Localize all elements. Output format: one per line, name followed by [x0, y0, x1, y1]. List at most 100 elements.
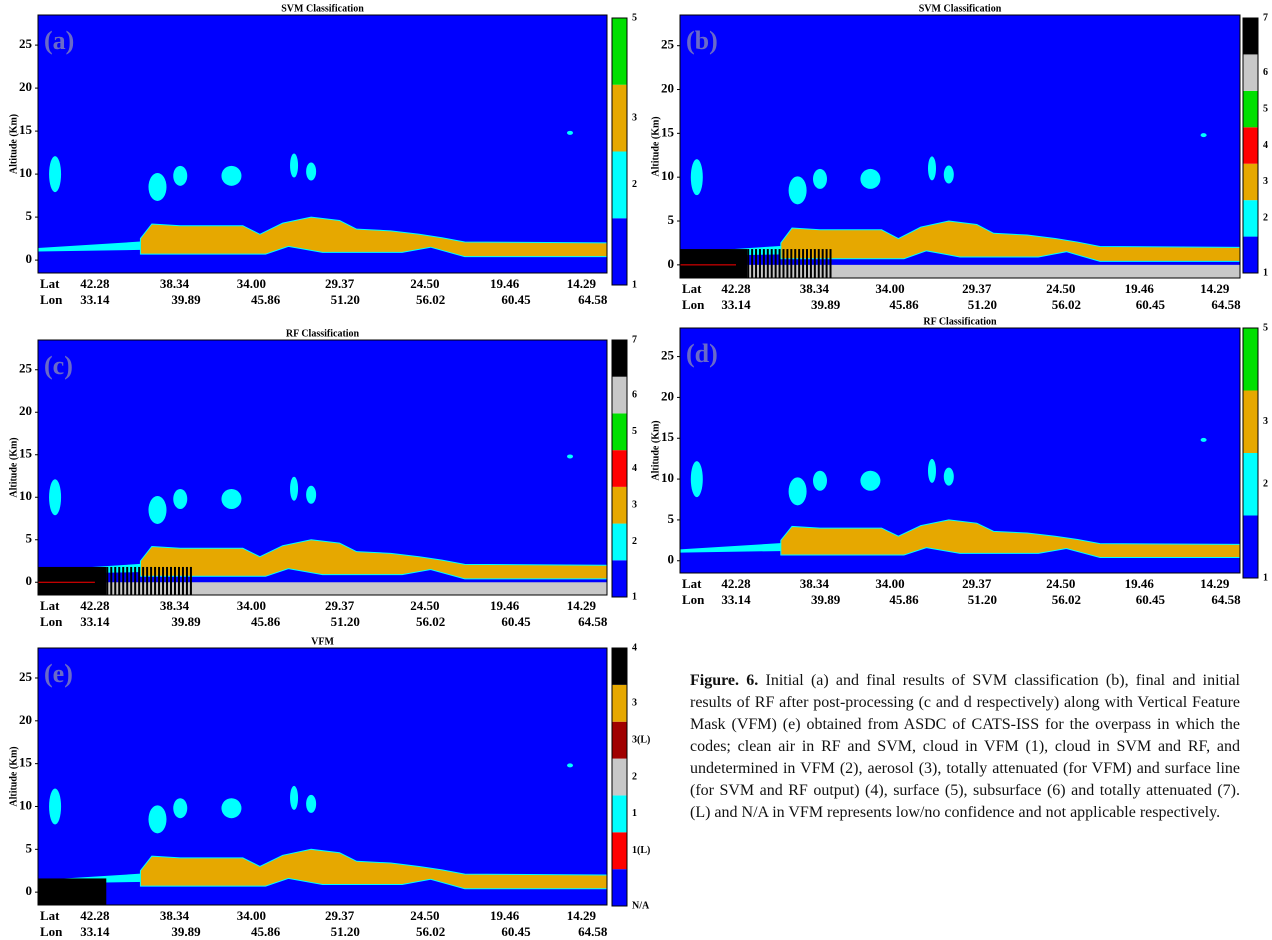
cloud: [306, 794, 317, 813]
colorbar-label: 3: [1263, 176, 1268, 187]
caption-text: Initial (a) and final results of SVM cla…: [690, 672, 1241, 821]
panel: RF Classification(d)Altitude (Km)0510152…: [650, 316, 1268, 607]
attenuated: [817, 249, 820, 278]
plot-frame: [37, 14, 608, 274]
lon-label: Lon: [40, 292, 63, 307]
colorbar-label: 5: [1263, 103, 1268, 114]
cloud: [306, 485, 317, 504]
lon-tick-label: 45.86: [251, 292, 281, 307]
cloud: [690, 159, 703, 196]
colorbar-label: 1: [1263, 267, 1268, 278]
lon-tick-label: 39.89: [811, 297, 841, 312]
lon-tick-label: 64.58: [1211, 297, 1241, 312]
caption-prefix: Figure. 6.: [690, 672, 759, 689]
colorbar-segment: [612, 869, 627, 906]
panel-label: (b): [686, 26, 718, 55]
colorbar-label: 5: [632, 426, 637, 437]
y-tick-label: 5: [26, 208, 33, 223]
lon-tick-label: 45.86: [889, 592, 919, 607]
lat-tick-label: 42.28: [721, 281, 751, 296]
cloud: [49, 479, 62, 516]
colorbar-label: 3(L): [632, 734, 650, 745]
attenuated: [762, 249, 765, 278]
lon-tick-label: 51.20: [331, 292, 360, 307]
attenuated: [786, 249, 789, 278]
lat-tick-label: 14.29: [567, 908, 597, 923]
cloud: [567, 130, 574, 135]
colorbar-segment: [612, 486, 627, 524]
colorbar-segment: [1243, 236, 1258, 273]
colorbar-label: N/A: [632, 900, 650, 911]
colorbar-label: 2: [632, 536, 637, 547]
lon-tick-label: 64.58: [1211, 592, 1241, 607]
caption: Figure. 6. Initial (a) and final results…: [690, 670, 1240, 824]
lon-tick-label: 51.20: [968, 592, 997, 607]
y-tick-label: 10: [19, 165, 32, 180]
y-tick-label: 20: [19, 79, 32, 94]
colorbar-label: 2: [632, 771, 637, 782]
panel-title: VFM: [311, 636, 334, 647]
lat-tick-label: 38.34: [160, 598, 190, 613]
colorbar-segment: [612, 84, 627, 152]
y-tick-label: 25: [19, 361, 33, 376]
colorbar-segment: [1243, 90, 1258, 128]
panel-label: (a): [44, 26, 74, 55]
colorbar-segment: [1243, 515, 1258, 578]
plot-frame: [679, 14, 1241, 279]
lon-tick-label: 60.45: [1136, 592, 1166, 607]
cloud: [221, 488, 242, 509]
y-tick-label: 25: [661, 37, 675, 52]
lon-tick-label: 64.58: [578, 924, 608, 939]
colorbar-segment: [612, 721, 627, 759]
colorbar-label: 3: [632, 698, 637, 709]
lon-tick-label: 56.02: [1052, 297, 1081, 312]
lon-tick-label: 39.89: [171, 292, 201, 307]
y-tick-label: 10: [661, 168, 674, 183]
cloud: [943, 467, 954, 486]
colorbar-label: 1: [632, 591, 637, 602]
lon-tick-label: 33.14: [80, 924, 110, 939]
plot-frame: [37, 339, 608, 596]
panel-title: RF Classification: [923, 316, 997, 327]
panel: SVM Classification(b)Altitude (Km)051015…: [650, 3, 1268, 312]
lat-tick-label: 34.00: [875, 281, 904, 296]
cloud: [306, 162, 317, 181]
colorbar-label: 6: [1263, 67, 1268, 78]
y-tick-label: 10: [19, 797, 32, 812]
lon-tick-label: 56.02: [416, 292, 445, 307]
y-axis-label: Altitude (Km): [8, 746, 19, 806]
lon-tick-label: 60.45: [501, 292, 531, 307]
cloud: [567, 763, 574, 768]
y-tick-label: 0: [26, 883, 33, 898]
lat-tick-label: 24.50: [410, 276, 439, 291]
y-tick-label: 5: [26, 840, 33, 855]
colorbar-segment: [1243, 453, 1258, 516]
lat-tick-label: 14.29: [567, 598, 597, 613]
y-tick-label: 20: [19, 403, 32, 418]
colorbar-label: 5: [632, 12, 637, 23]
colorbar-label: 7: [632, 334, 637, 345]
cloud: [173, 798, 188, 819]
colorbar-segment: [1243, 127, 1258, 164]
lat-tick-label: 42.28: [80, 598, 110, 613]
colorbar-label: 3: [632, 500, 637, 511]
y-tick-label: 10: [661, 470, 674, 485]
attenuated: [142, 566, 145, 595]
lat-tick-label: 34.00: [237, 598, 266, 613]
cloud: [221, 798, 242, 819]
y-axis-label: Altitude (Km): [650, 116, 661, 176]
colorbar-label: 3: [632, 112, 637, 123]
attenuated: [122, 566, 125, 595]
attenuated: [162, 566, 165, 595]
lat-label: Lat: [682, 576, 702, 591]
lat-tick-label: 19.46: [490, 276, 520, 291]
cloud: [690, 461, 703, 498]
lat-tick-label: 29.37: [962, 576, 992, 591]
colorbar-segment: [612, 376, 627, 414]
attenuated: [755, 249, 758, 278]
attenuated: [751, 249, 754, 278]
attenuated: [806, 249, 808, 278]
y-tick-label: 5: [668, 212, 675, 227]
colorbar-segment: [612, 684, 627, 722]
